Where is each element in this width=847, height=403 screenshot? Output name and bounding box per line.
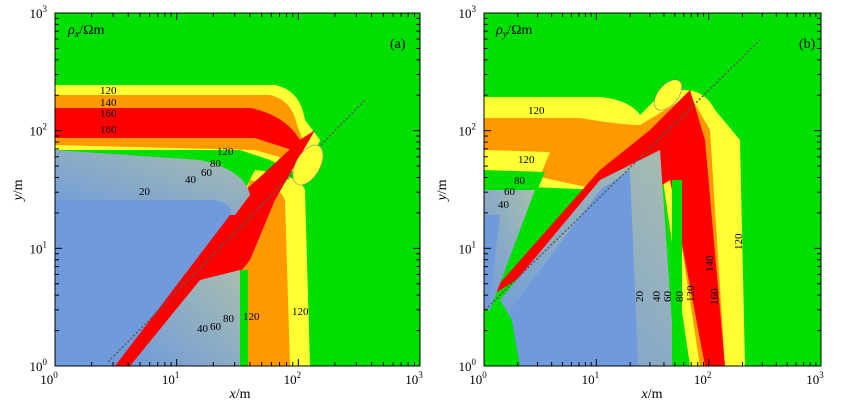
panel-a: 120 140 160 160 120 80 60 40 20 40 60 80… bbox=[11, 12, 421, 402]
panel-b-contour-field bbox=[484, 13, 821, 366]
panel-a-contour-label: 80 bbox=[210, 158, 222, 170]
panel-b-diagonal-trace bbox=[484, 39, 761, 311]
panel-a-y-tick-label: 103 bbox=[30, 4, 48, 21]
panel-b-loop-artifact bbox=[653, 79, 683, 111]
panel-a-x-tick-label: 102 bbox=[284, 370, 302, 387]
panel-a-x-axis-label: x/m bbox=[229, 387, 251, 402]
panel-a-contour-label: 160 bbox=[100, 108, 117, 120]
panel-a-diagonal-trace bbox=[107, 99, 366, 363]
panel-a-frame bbox=[54, 12, 421, 367]
panel-a-contour-label: 120 bbox=[243, 311, 260, 323]
panel-b-contour-label: 120 bbox=[518, 154, 535, 166]
panel-a-contour-label: 40 bbox=[185, 174, 197, 186]
panel-a-x-tick-label: 103 bbox=[405, 370, 423, 387]
panel-b-x-axis-label: x/m bbox=[641, 387, 663, 402]
panel-a-y-tick-label: 101 bbox=[30, 239, 48, 256]
panel-a-y-tick-label: 102 bbox=[30, 122, 48, 139]
panel-b-contour-label: 120 bbox=[528, 105, 545, 117]
panel-a-contour-label: 160 bbox=[100, 124, 117, 136]
panel-b-x-tick-label: 103 bbox=[806, 370, 824, 387]
panel-b-contour-label: 20 bbox=[634, 291, 646, 303]
panel-a-low-region-lower bbox=[130, 270, 240, 366]
panel-b-contour-label: 120 bbox=[733, 233, 745, 250]
panel-b-contour-label: 40 bbox=[498, 199, 510, 211]
panel-b-tag: (b) bbox=[799, 37, 816, 52]
panel-b-x-tick-label: 101 bbox=[582, 370, 600, 387]
panel-a-low-region-blue bbox=[55, 200, 231, 366]
panel-a-x-tick-label: 100 bbox=[40, 370, 58, 387]
panel-a-strip-green bbox=[240, 270, 248, 366]
panel-b-low-region-blue bbox=[484, 215, 500, 300]
panel-a-contour-label: 40 bbox=[197, 323, 209, 335]
panel-a-y-axis-label: y/m bbox=[11, 179, 26, 202]
panel-b-contour-label: 60 bbox=[504, 186, 516, 198]
panel-b-frame bbox=[483, 12, 822, 367]
panel-b-contour-label: 80 bbox=[674, 291, 686, 303]
panel-b-band-red bbox=[485, 90, 725, 366]
panel-a-contour-label: 60 bbox=[201, 167, 213, 179]
panel-b-x-tick-label: 100 bbox=[469, 370, 487, 387]
panel-b-y-tick-label: 100 bbox=[459, 357, 477, 374]
panel-b-contour-label: 140 bbox=[704, 255, 716, 272]
panel-a-contour-label: 20 bbox=[139, 186, 151, 198]
panel-a-tag: (a) bbox=[390, 37, 406, 52]
panel-b-y-axis-label: y/m bbox=[435, 179, 450, 202]
panel-b-strip-green bbox=[672, 180, 682, 366]
panel-a-x-tick-label: 101 bbox=[162, 370, 180, 387]
panel-b-contour-label: 80 bbox=[514, 175, 526, 187]
tick-layer: 100 101 102 103 100 101 102 103 100 101 102 103 100 1… bbox=[30, 4, 825, 387]
panel-a-contour-label: 120 bbox=[217, 146, 234, 158]
panel-a-loop-artifact bbox=[292, 144, 324, 186]
panel-b-y-tick-label: 103 bbox=[459, 4, 477, 21]
panel-a-band-red-top bbox=[55, 108, 300, 150]
panel-a-contour-field bbox=[55, 13, 420, 366]
panel-a-contour-label: 140 bbox=[100, 97, 117, 109]
panel-b-field-label: ρy/Ωm bbox=[495, 23, 532, 40]
panel-b: 120 120 80 60 40 20 40 60 80 120 140 160… bbox=[435, 12, 822, 402]
panel-a-low-region-upper bbox=[55, 150, 250, 215]
panel-a-contour-label: 120 bbox=[292, 306, 309, 318]
panel-a-y-tick-label: 100 bbox=[30, 357, 48, 374]
panel-a-field-label: ρx/Ωm bbox=[67, 23, 104, 40]
panel-b-contour-label: 40 bbox=[651, 291, 663, 303]
panel-b-y-tick-label: 102 bbox=[459, 122, 477, 139]
panel-a-contour-label: 120 bbox=[100, 85, 117, 97]
panel-b-contour-label: 120 bbox=[685, 285, 697, 302]
panel-b-low-region-right-blue bbox=[510, 170, 638, 366]
panel-a-contour-label: 80 bbox=[223, 313, 235, 325]
panel-b-contour-label: 160 bbox=[709, 288, 721, 305]
panel-b-y-tick-label: 101 bbox=[459, 239, 477, 256]
panel-b-x-tick-label: 102 bbox=[694, 370, 712, 387]
panel-b-contour-label: 60 bbox=[662, 291, 674, 303]
panel-a-contour-label: 60 bbox=[210, 321, 222, 333]
